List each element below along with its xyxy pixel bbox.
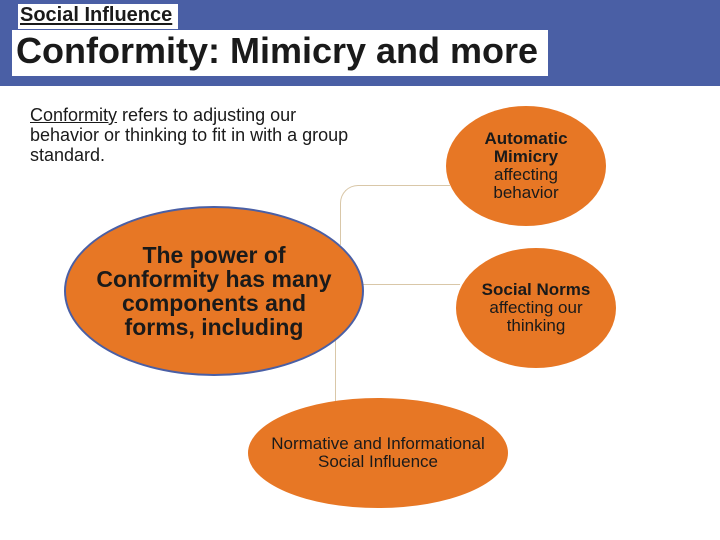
bubble-text: Social Norms affecting our thinking (474, 281, 598, 335)
main-bubble-text: The power of Conformity has many compone… (84, 243, 344, 340)
definition-text: Conformity refers to adjusting our behav… (30, 106, 350, 165)
bubble-text: Automatic Mimicry affecting behavior (464, 130, 588, 201)
bubble-rest: Normative and Informational Social Influ… (271, 434, 485, 471)
slide-topic: Social Influence (18, 4, 178, 29)
bubble-rest: affecting behavior (493, 165, 558, 202)
bubble-text: Normative and Informational Social Influ… (266, 435, 490, 471)
bubble-social-norms: Social Norms affecting our thinking (456, 248, 616, 368)
connector-line (340, 185, 450, 245)
bubble-normative-informational: Normative and Informational Social Influ… (248, 398, 508, 508)
connector-line (350, 284, 460, 285)
definition-lead: Conformity (30, 105, 117, 125)
bubble-bold: Automatic Mimicry (484, 129, 567, 166)
bubble-mimicry: Automatic Mimicry affecting behavior (446, 106, 606, 226)
bubble-bold: Social Norms (482, 280, 591, 299)
main-bubble: The power of Conformity has many compone… (64, 206, 364, 376)
bubble-rest: affecting our thinking (489, 298, 582, 335)
slide-title: Conformity: Mimicry and more (12, 30, 548, 76)
